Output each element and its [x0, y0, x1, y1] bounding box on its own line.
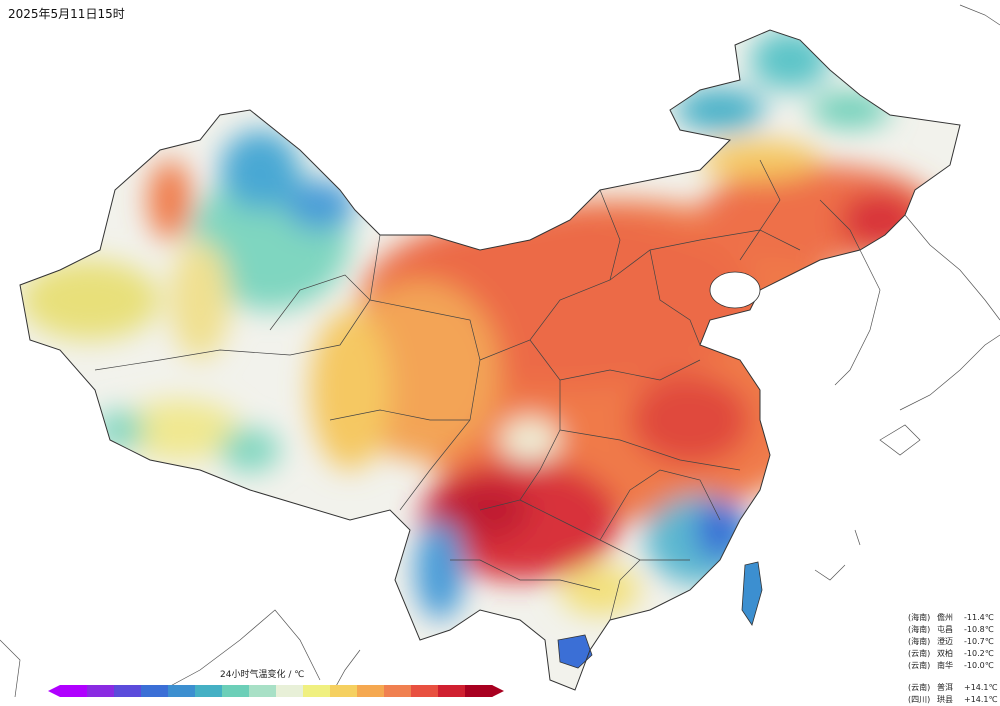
colorbar-cell [276, 685, 304, 697]
station-province: (云南) [908, 683, 931, 692]
colorbar-cell [114, 685, 142, 697]
station-row: (海南) 澄迈 -10.7℃ [908, 636, 1000, 648]
legend-title: 24小时气温变化 / ℃ [220, 670, 305, 680]
station-row: (云南) 双柏 -10.2℃ [908, 648, 1000, 660]
colorbar-cell [222, 685, 250, 697]
taiwan-island [741, 561, 763, 626]
colorbar-cell [384, 685, 412, 697]
colorbar-right-arrow [492, 685, 504, 697]
station-name: 双柏 [937, 649, 953, 658]
map-timestamp: 2025年5月11日15时 [8, 7, 125, 21]
station-value: -10.2℃ [964, 649, 994, 658]
station-province: (云南) [908, 661, 931, 670]
station-extremes-list: (海南) 儋州 -11.4℃ (海南) 屯昌 -10.8℃ (海南) 澄迈 -10.7℃ (… [908, 612, 1000, 706]
station-province: (海南) [908, 613, 931, 622]
station-name: 珙县 [937, 695, 953, 704]
station-province: (云南) [908, 649, 931, 658]
china-border [19, 29, 961, 691]
colorbar-cell [303, 685, 331, 697]
station-value: -10.8℃ [964, 625, 994, 634]
station-name: 普洱 [937, 683, 953, 692]
colorbar-cell [168, 685, 196, 697]
station-value: -11.4℃ [964, 613, 994, 622]
province-borders [94, 159, 861, 621]
color-scale-bar [48, 685, 504, 697]
station-row: (云南) 普洱 +14.1℃ [908, 682, 1000, 694]
station-row: (海南) 儋州 -11.4℃ [908, 612, 1000, 624]
station-name: 澄迈 [937, 637, 953, 646]
station-name: 南华 [937, 661, 953, 670]
bohai-sea [709, 271, 761, 309]
station-name: 屯昌 [937, 625, 953, 634]
station-province: (海南) [908, 625, 931, 634]
colorbar-cell [141, 685, 169, 697]
colorbar-left-arrow [48, 685, 60, 697]
station-name: 儋州 [937, 613, 953, 622]
colorbar-cell [411, 685, 439, 697]
hainan-island [557, 634, 593, 669]
colorbar-cell [357, 685, 385, 697]
station-province: (海南) [908, 637, 931, 646]
station-row: (四川) 珙县 +14.1℃ [908, 694, 1000, 706]
colorbar-cell [195, 685, 223, 697]
colorbar-cell [330, 685, 358, 697]
station-value: +14.1℃ [964, 683, 998, 692]
neighbor-coastlines [0, 4, 1000, 697]
station-value: +14.1℃ [964, 695, 998, 704]
station-value: -10.7℃ [964, 637, 994, 646]
station-value: -10.0℃ [964, 661, 994, 670]
colorbar-cell [87, 685, 115, 697]
colorbar-cell [438, 685, 466, 697]
colorbar-cell [249, 685, 277, 697]
station-province: (四川) [908, 695, 931, 704]
colorbar-cell [60, 685, 88, 697]
colorbar-cell [465, 685, 493, 697]
station-row: (云南) 南华 -10.0℃ [908, 660, 1000, 672]
station-row: (海南) 屯昌 -10.8℃ [908, 624, 1000, 636]
